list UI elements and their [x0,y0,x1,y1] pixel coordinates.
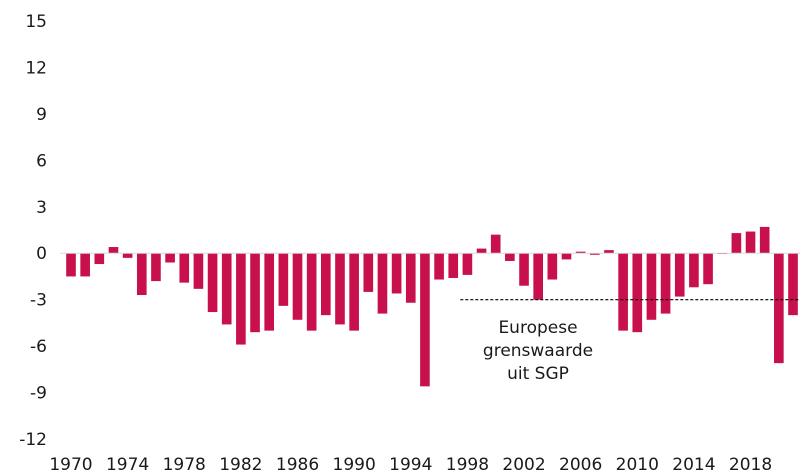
bar-1995 [420,253,430,387]
y-tick-label: -12 [19,430,47,450]
bar-1973 [108,247,119,254]
y-tick-label: 3 [36,198,47,218]
bar-2003 [533,253,543,300]
bar-1996 [434,253,444,280]
bar-1972 [94,253,105,265]
bar-1999 [476,248,487,254]
bar-2001 [505,253,515,261]
bar-2020 [774,253,784,364]
bar-1970 [66,253,76,277]
bar-1980 [207,253,218,313]
bar-2014 [689,253,699,288]
bar-1998 [462,253,473,275]
bar-1989 [335,253,345,325]
bar-1994 [405,253,416,303]
reference-line-group: Europese grenswaarde uit SGP [460,299,801,384]
reference-line-label: uit SGP [507,364,569,384]
x-tick-label: 1998 [446,455,489,474]
bar-2009 [618,253,628,331]
bar-1993 [391,253,402,294]
bar-2012 [660,253,671,314]
y-tick-label: -9 [30,384,47,404]
x-tick-label: 1994 [389,455,432,474]
y-tick-label: 15 [25,12,47,32]
bar-2018 [745,231,756,254]
bars [66,226,798,387]
bar-1971 [80,253,90,277]
bar-1992 [377,253,388,314]
bar-1990 [349,253,359,331]
bar-1974 [122,253,133,258]
bar-2007 [589,253,600,255]
bar-1997 [448,253,459,278]
x-tick-label: 1970 [49,455,92,474]
x-tick-label: 1978 [163,455,206,474]
y-tick-label: -6 [30,337,47,357]
bar-2005 [561,253,572,260]
y-tick-label: -3 [30,291,47,311]
bar-1977 [165,253,175,263]
bar-2000 [490,234,501,254]
bar-1981 [221,253,232,325]
x-tick-label: 2018 [729,455,772,474]
y-tick-label: 12 [25,58,47,78]
reference-line-label: grenswaarde [483,341,593,361]
bar-1983 [250,253,260,333]
bar-1988 [321,253,331,316]
bar-2004 [547,253,558,280]
x-tick-label: 2010 [616,455,659,474]
bar-2008 [604,250,614,254]
y-tick-label: 0 [36,244,47,264]
bar-1976 [151,253,161,282]
bar-2017 [731,233,742,254]
x-tick-label: 2002 [502,455,545,474]
bar-1984 [264,253,275,331]
x-tick-label: 2014 [672,455,715,474]
bar-1987 [306,253,317,331]
x-tick-label: 1986 [276,455,319,474]
y-axis-labels: 15 12 9 6 3 0 -3 -6 -9 -12 [19,12,47,450]
bar-1991 [363,253,374,292]
bar-1978 [179,253,190,283]
bar-2021 [788,253,798,316]
bar-2019 [759,226,770,254]
bar-2006 [575,251,586,254]
reference-line-label: Europese [498,318,577,338]
x-tick-label: 2006 [559,455,602,474]
x-tick-label: 1974 [106,455,149,474]
bar-2002 [519,253,529,286]
bar-2015 [703,253,713,285]
bar-1979 [193,253,204,289]
x-tick-label: 1990 [333,455,376,474]
x-axis-labels: 1970 1974 1978 1982 1986 1990 1994 1998 2002 2006… [49,455,772,474]
bar-1975 [136,253,147,296]
bar-2010 [632,253,643,333]
bar-2011 [646,253,657,320]
bar-1986 [292,253,303,320]
bar-1985 [278,253,289,306]
bar-2013 [674,253,685,297]
y-tick-label: 6 [36,151,47,171]
bar-1982 [236,253,246,345]
x-tick-label: 1982 [219,455,262,474]
y-tick-label: 9 [36,105,47,125]
